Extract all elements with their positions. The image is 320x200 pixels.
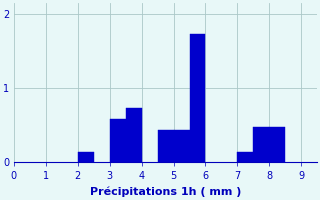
Bar — [237, 152, 253, 162]
Bar — [126, 108, 142, 162]
Bar — [110, 119, 126, 162]
Bar — [157, 130, 173, 162]
Bar — [173, 130, 189, 162]
X-axis label: Précipitations 1h ( mm ): Précipitations 1h ( mm ) — [90, 187, 241, 197]
Bar — [78, 152, 94, 162]
Bar — [253, 127, 269, 162]
Bar — [189, 34, 205, 162]
Bar — [269, 127, 285, 162]
